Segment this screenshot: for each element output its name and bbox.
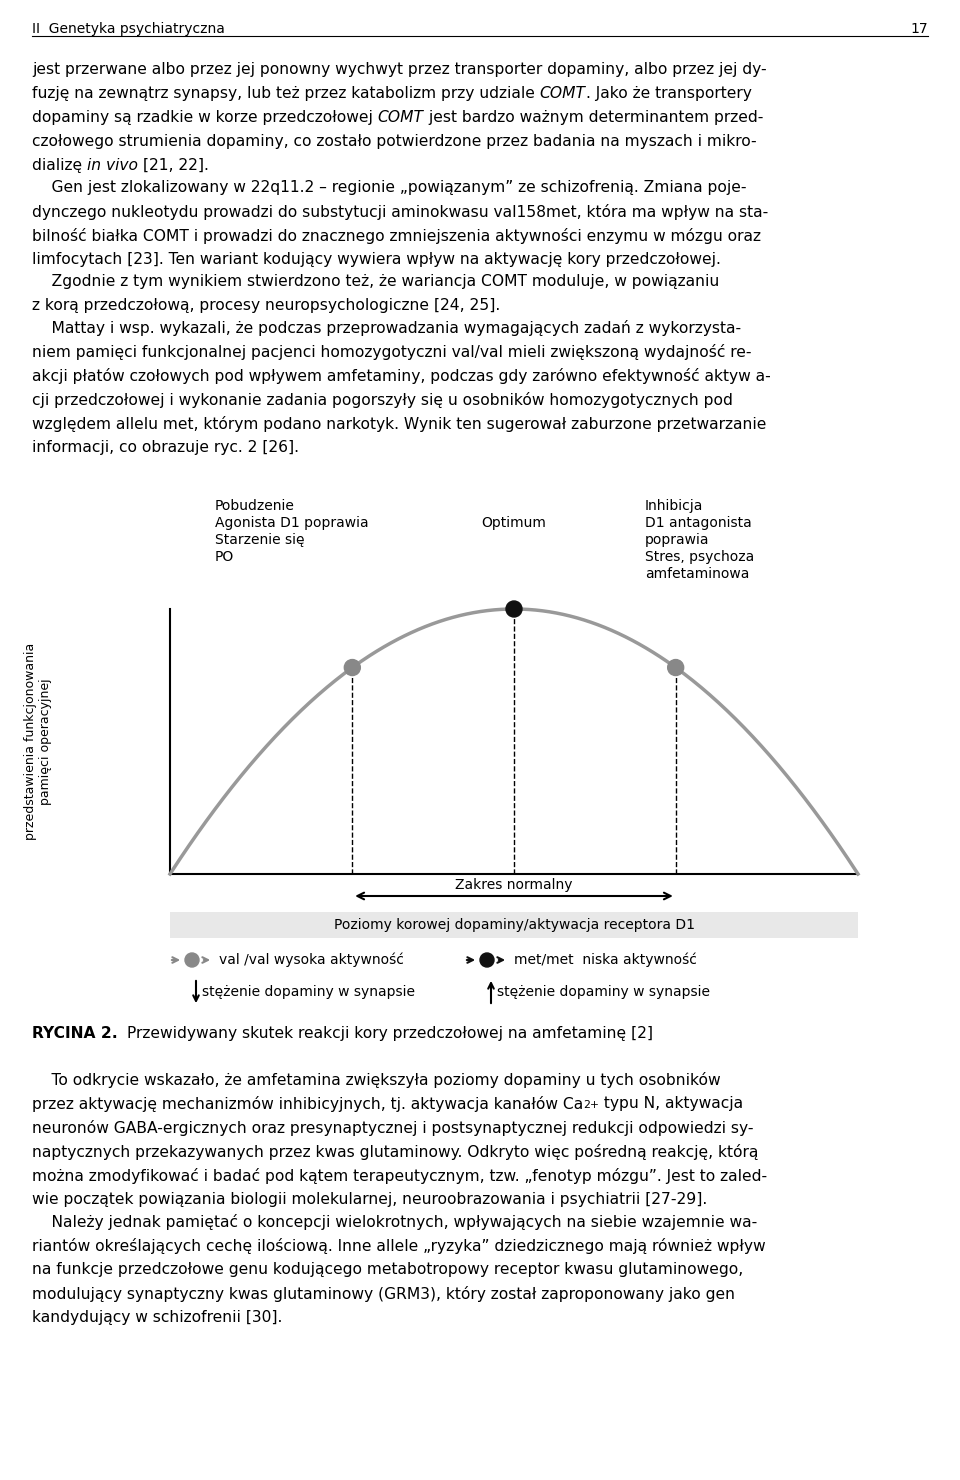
Text: Agonista D1 poprawia: Agonista D1 poprawia xyxy=(215,517,369,530)
Text: niem pamięci funkcjonalnej pacjenci homozygotyczni val/val mieli zwiększoną wyda: niem pamięci funkcjonalnej pacjenci homo… xyxy=(32,343,752,360)
Circle shape xyxy=(185,953,199,966)
Text: limfocytach [23]. Ten wariant kodujący wywiera wpływ na aktywację kory przedczoł: limfocytach [23]. Ten wariant kodujący w… xyxy=(32,252,721,266)
Text: jest bardzo ważnym determinantem przed-: jest bardzo ważnym determinantem przed- xyxy=(423,110,763,124)
Circle shape xyxy=(345,660,360,675)
Text: Optimum: Optimum xyxy=(482,517,546,530)
Text: val /val wysoka aktywność: val /val wysoka aktywność xyxy=(219,953,404,968)
Text: stężenie dopaminy w synapsie: stężenie dopaminy w synapsie xyxy=(497,986,710,999)
FancyBboxPatch shape xyxy=(170,912,858,938)
Text: naptycznych przekazywanych przez kwas glutaminowy. Odkryto więc pośredną reakcję: naptycznych przekazywanych przez kwas gl… xyxy=(32,1144,758,1160)
Text: . Jako że transportery: . Jako że transportery xyxy=(586,86,752,101)
Text: przez aktywację mechanizmów inhibicyjnych, tj. aktywacja kanałów Ca: przez aktywację mechanizmów inhibicyjnyc… xyxy=(32,1097,584,1111)
Text: Należy jednak pamiętać o koncepcji wielokrotnych, wpływających na siebie wzajemn: Należy jednak pamiętać o koncepcji wielo… xyxy=(32,1214,757,1230)
Text: kandydujący w schizofrenii [30].: kandydujący w schizofrenii [30]. xyxy=(32,1310,282,1325)
Text: in vivo: in vivo xyxy=(87,158,138,173)
Text: na funkcje przedczołowe genu kodującego metabotropowy receptor kwasu glutaminowe: na funkcje przedczołowe genu kodującego … xyxy=(32,1262,743,1277)
Text: fuzję na zewnątrz synapsy, lub też przez katabolizm przy udziale: fuzję na zewnątrz synapsy, lub też przez… xyxy=(32,86,540,101)
Text: met/met  niska aktywność: met/met niska aktywność xyxy=(514,953,697,968)
Text: poprawia: poprawia xyxy=(645,533,709,548)
Text: informacji, co obrazuje ryc. 2 [26].: informacji, co obrazuje ryc. 2 [26]. xyxy=(32,440,299,454)
Text: COMT: COMT xyxy=(377,110,423,124)
Circle shape xyxy=(480,953,494,966)
Text: 2+: 2+ xyxy=(584,1100,599,1110)
Text: przedstawienia funkcjonowania
pamięci operacyjnej: przedstawienia funkcjonowania pamięci op… xyxy=(24,642,52,841)
Text: To odkrycie wskazało, że amfetamina zwiększyła poziomy dopaminy u tych osobników: To odkrycie wskazało, że amfetamina zwię… xyxy=(32,1072,721,1088)
Text: II  Genetyka psychiatryczna: II Genetyka psychiatryczna xyxy=(32,22,225,36)
Text: riantów określających cechę ilościową. Inne allele „ryzyka” dziedzicznego mają r: riantów określających cechę ilościową. I… xyxy=(32,1237,766,1254)
Text: typu N, aktywacja: typu N, aktywacja xyxy=(599,1097,743,1111)
Text: stężenie dopaminy w synapsie: stężenie dopaminy w synapsie xyxy=(202,986,415,999)
Text: względem allelu met, którym podano narkotyk. Wynik ten sugerował zaburzone przet: względem allelu met, którym podano narko… xyxy=(32,416,766,432)
Text: Mattay i wsp. wykazali, że podczas przeprowadzania wymagających zadań z wykorzys: Mattay i wsp. wykazali, że podczas przep… xyxy=(32,320,741,336)
Text: z korą przedczołową, procesy neuropsychologiczne [24, 25].: z korą przedczołową, procesy neuropsycho… xyxy=(32,297,500,312)
Text: Zgodnie z tym wynikiem stwierdzono też, że wariancja COMT moduluje, w powiązaniu: Zgodnie z tym wynikiem stwierdzono też, … xyxy=(32,274,719,289)
Text: 17: 17 xyxy=(910,22,928,36)
Text: jest przerwane albo przez jej ponowny wychwyt przez transporter dopaminy, albo p: jest przerwane albo przez jej ponowny wy… xyxy=(32,62,767,77)
Text: Zakres normalny: Zakres normalny xyxy=(455,878,573,892)
Text: można zmodyfikować i badać pod kątem terapeutycznym, tzw. „fenotyp mózgu”. Jest : można zmodyfikować i badać pod kątem ter… xyxy=(32,1168,767,1184)
Text: dynczego nukleotydu prowadzi do substytucji aminokwasu val158met, która ma wpływ: dynczego nukleotydu prowadzi do substytu… xyxy=(32,204,768,221)
Text: cji przedczołowej i wykonanie zadania pogorszyły się u osobników homozygotycznyc: cji przedczołowej i wykonanie zadania po… xyxy=(32,392,732,408)
Text: akcji płatów czołowych pod wpływem amfetaminy, podczas gdy zarówno efektywność a: akcji płatów czołowych pod wpływem amfet… xyxy=(32,369,771,383)
Text: dializę: dializę xyxy=(32,158,87,173)
Text: RYCINA 2.: RYCINA 2. xyxy=(32,1026,118,1040)
Text: COMT: COMT xyxy=(540,86,586,101)
Text: Pobudzenie: Pobudzenie xyxy=(215,499,295,514)
Text: modulujący synaptyczny kwas glutaminowy (GRM3), który został zaproponowany jako : modulujący synaptyczny kwas glutaminowy … xyxy=(32,1286,735,1302)
Text: amfetaminowa: amfetaminowa xyxy=(645,567,750,582)
Text: Poziomy korowej dopaminy/aktywacja receptora D1: Poziomy korowej dopaminy/aktywacja recep… xyxy=(333,918,694,932)
Text: bilność białka COMT i prowadzi do znacznego zmniejszenia aktywności enzymu w móz: bilność białka COMT i prowadzi do znaczn… xyxy=(32,228,761,244)
Text: wie początek powiązania biologii molekularnej, neuroobrazowania i psychiatrii [2: wie początek powiązania biologii molekul… xyxy=(32,1191,708,1208)
Text: PO: PO xyxy=(215,551,234,564)
Text: dopaminy są rzadkie w korze przedczołowej: dopaminy są rzadkie w korze przedczołowe… xyxy=(32,110,377,124)
Circle shape xyxy=(506,601,522,617)
Text: neuronów GABA-ergicznych oraz presynaptycznej i postsynaptycznej redukcji odpowi: neuronów GABA-ergicznych oraz presynapty… xyxy=(32,1120,754,1137)
Circle shape xyxy=(668,660,684,675)
Text: czołowego strumienia dopaminy, co zostało potwierdzone przez badania na myszach : czołowego strumienia dopaminy, co został… xyxy=(32,135,756,149)
Text: Gen jest zlokalizowany w 22q11.2 – regionie „powiązanym” ze schizofrenią. Zmiana: Gen jest zlokalizowany w 22q11.2 – regio… xyxy=(32,181,747,195)
Text: Przewidywany skutek reakcji kory przedczołowej na amfetaminę [2]: Przewidywany skutek reakcji kory przedcz… xyxy=(127,1026,653,1040)
Text: Inhibicja: Inhibicja xyxy=(645,499,704,514)
Text: Stres, psychoza: Stres, psychoza xyxy=(645,551,755,564)
Text: D1 antagonista: D1 antagonista xyxy=(645,517,752,530)
Text: [21, 22].: [21, 22]. xyxy=(138,158,209,173)
Text: Starzenie się: Starzenie się xyxy=(215,533,304,548)
